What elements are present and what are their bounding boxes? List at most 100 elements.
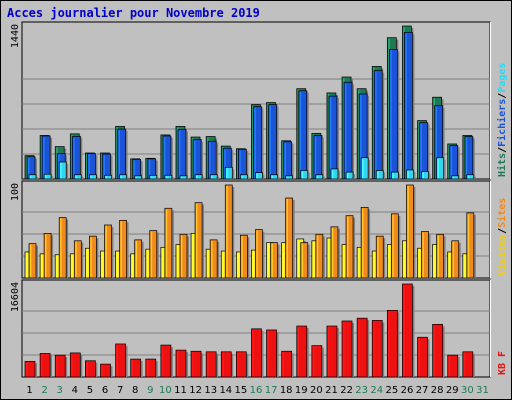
bar-sites: [164, 207, 173, 279]
bar-files-hilite: [405, 33, 407, 178]
bar-files-hilite: [163, 136, 166, 178]
day-label: 8: [132, 385, 138, 396]
bar-pages-hilite: [45, 175, 47, 178]
bar-visits-hilite: [418, 249, 420, 277]
bar-visits-hilite: [267, 243, 269, 277]
bar-kb-hilite: [403, 285, 405, 376]
bar-files-hilite: [148, 159, 151, 178]
bar-sites-hilite: [180, 235, 183, 277]
day-label: 3: [57, 385, 63, 396]
bar-kb: [236, 351, 247, 378]
bar-pages: [315, 174, 324, 180]
bar-visits-hilite: [448, 252, 451, 277]
legend-entry: Pages: [497, 63, 508, 93]
bar-sites: [330, 226, 339, 279]
day-label: 26: [401, 385, 414, 396]
bar-pages: [270, 174, 278, 180]
bar-pages-hilite: [452, 176, 455, 178]
bar-sites: [375, 235, 384, 279]
bar-visits-hilite: [41, 254, 43, 277]
bar-pages: [390, 171, 399, 180]
day-label: 7: [117, 385, 123, 396]
bar-files-hilite: [28, 157, 30, 178]
bar-files-hilite: [254, 107, 256, 178]
bar-files-hilite: [375, 71, 377, 178]
legend-entry: KB F: [497, 351, 508, 375]
bar-kb-hilite: [207, 352, 209, 376]
bar-sites-hilite: [226, 186, 228, 277]
day-label: 11: [174, 385, 187, 396]
bar-kb: [402, 283, 413, 378]
bar-sites: [104, 224, 112, 279]
bar-visits-hilite: [26, 252, 28, 277]
bar-kb-hilite: [358, 319, 360, 376]
bar-pages: [149, 174, 158, 180]
bar-kb-hilite: [26, 362, 28, 376]
bar-sites-hilite: [75, 241, 77, 277]
bar-files-hilite: [465, 137, 468, 178]
bar-sites-hilite: [286, 199, 289, 277]
bar-pages-hilite: [362, 158, 364, 178]
legend-entry: Sites: [496, 198, 508, 228]
bar-pages-hilite: [256, 173, 258, 178]
bar-sites-hilite: [90, 237, 92, 277]
bar-kb-hilite: [176, 351, 179, 376]
bar-visits-hilite: [207, 250, 209, 277]
bar-sites: [451, 240, 460, 279]
day-label: 29: [446, 385, 459, 396]
bar-files-hilite: [118, 130, 120, 178]
bar-pages-hilite: [392, 173, 394, 178]
bar-kb-hilite: [71, 353, 73, 376]
bar-visits-hilite: [403, 241, 405, 277]
bar-sites: [89, 235, 97, 279]
day-label: 23: [355, 385, 368, 396]
bar-pages-hilite: [437, 158, 440, 178]
bar-pages-hilite: [30, 175, 32, 178]
bar-pages: [164, 174, 173, 180]
bar-sites-hilite: [437, 235, 440, 277]
bar-pages: [375, 170, 384, 180]
bar-files-hilite: [299, 91, 302, 178]
bar-kb-hilite: [116, 344, 118, 376]
bar-kb-hilite: [146, 360, 149, 376]
bar-kb-hilite: [388, 311, 390, 376]
day-label: 25: [386, 385, 399, 396]
bar-files-hilite: [224, 149, 226, 178]
bar-visits-hilite: [312, 241, 315, 277]
bar-sites-hilite: [211, 240, 213, 277]
bar-visits-hilite: [327, 239, 330, 277]
bar-pages-hilite: [60, 163, 62, 178]
bar-pages: [300, 170, 309, 180]
legend-entry: Visites: [496, 234, 508, 276]
bar-visits-hilite: [388, 245, 390, 277]
bar-pages: [240, 174, 248, 180]
bar-pages: [43, 173, 52, 180]
bar-kb: [371, 320, 383, 378]
bar-sites-hilite: [241, 236, 243, 277]
bar-visits-hilite: [343, 245, 345, 277]
bar-sites-hilite: [120, 221, 122, 277]
bar-kb: [356, 317, 368, 378]
bar-pages-hilite: [347, 173, 349, 178]
bar-sites: [134, 239, 143, 279]
bar-pages: [58, 161, 67, 180]
bar-pages-hilite: [135, 176, 138, 178]
legend-entry: Fichiers: [496, 99, 508, 147]
legend-entry: /: [497, 93, 508, 99]
bar-sites: [300, 242, 309, 279]
bar-kb: [266, 329, 277, 378]
bar-visits-hilite: [282, 243, 285, 277]
bar-pages: [436, 157, 444, 180]
bar-sites-hilite: [452, 241, 455, 277]
bar-sites-hilite: [407, 186, 409, 277]
bar-files-hilite: [345, 83, 347, 178]
bar-files-hilite: [178, 130, 181, 178]
day-label: 1: [26, 385, 32, 396]
bar-sites: [240, 234, 248, 279]
bar-kb-hilite: [56, 356, 58, 376]
bar-kb: [251, 328, 262, 378]
bar-pages-hilite: [241, 175, 243, 178]
bar-kb-hilite: [252, 329, 254, 376]
day-label: 15: [235, 385, 248, 396]
bar-files-hilite: [103, 155, 105, 178]
